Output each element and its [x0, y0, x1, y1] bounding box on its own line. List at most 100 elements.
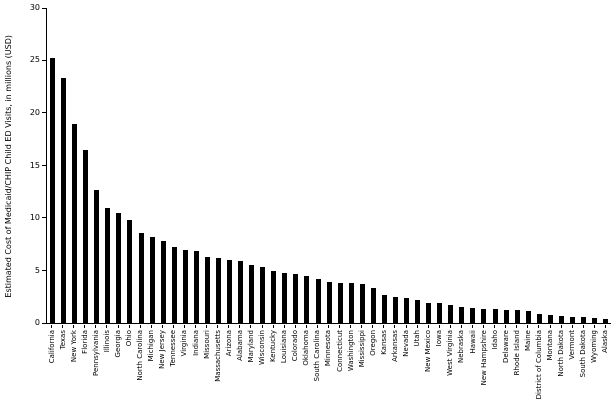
x-label-cell: Texas [57, 325, 68, 415]
x-tick-label: West Virginia [446, 330, 455, 376]
x-tick-label: Maine [523, 330, 532, 352]
x-tick-mark [427, 325, 429, 328]
x-tick-label: Nevada [402, 330, 411, 357]
x-tick-label: Louisiana [280, 330, 289, 364]
x-tick-mark [305, 325, 307, 328]
bar-slot [147, 8, 158, 323]
bar-michigan [149, 236, 155, 323]
x-label-cell: Rhode Island [511, 325, 522, 415]
x-label-cell: Maryland [245, 325, 256, 415]
x-tick-mark [472, 325, 473, 328]
x-tick-mark [161, 325, 163, 328]
bar-nevada [404, 297, 410, 323]
y-tick-label: 0 [34, 318, 40, 327]
x-tick-label: Montana [546, 330, 555, 361]
x-label-cell: Virginia [179, 325, 190, 415]
x-label-cell: Wisconsin [256, 325, 267, 415]
y-tick-mark [42, 270, 46, 271]
x-label-cell: Pennsylvania [90, 325, 101, 415]
x-label-cell: Illinois [101, 325, 112, 415]
bar-slot [545, 8, 556, 323]
x-tick-mark [438, 325, 440, 328]
x-tick-mark [527, 325, 529, 328]
x-tick-label: South Carolina [313, 330, 322, 382]
bar-alabama [238, 261, 244, 323]
bar-maine [525, 311, 531, 323]
x-tick-label: Massachusetts [213, 330, 222, 382]
x-tick-mark [206, 325, 208, 328]
bar-ohio [127, 220, 133, 323]
bar-oregon [370, 288, 376, 323]
bar-west-virginia [448, 305, 454, 323]
y-tick-mark [42, 59, 46, 61]
bar-slot [257, 8, 268, 323]
bar-slot [290, 8, 301, 323]
bar-slot [434, 8, 445, 323]
x-tick-mark [416, 325, 418, 328]
bar-slot [368, 8, 379, 323]
x-tick-label: Texas [58, 330, 67, 350]
x-tick-label: Pennsylvania [91, 330, 100, 376]
x-tick-mark [150, 325, 152, 328]
x-label-cell: Georgia [112, 325, 123, 415]
x-tick-label: California [47, 330, 56, 364]
x-tick-label: Minnesota [324, 330, 333, 367]
x-tick-label: Kansas [379, 330, 388, 355]
x-label-cell: North Carolina [135, 325, 146, 415]
x-label-cell: South Dakota [578, 325, 589, 415]
x-tick-mark [505, 325, 507, 328]
x-tick-mark [483, 325, 485, 328]
x-tick-label: District of Columbia [534, 330, 543, 400]
bar-slot [80, 8, 91, 323]
x-tick-mark [73, 325, 75, 328]
bar-slot [523, 8, 534, 323]
x-label-cell: District of Columbia [533, 325, 544, 415]
bar-slot [567, 8, 578, 323]
y-tick-label: 20 [29, 107, 40, 117]
x-tick-label: Georgia [114, 330, 122, 358]
x-label-cell: Oklahoma [301, 325, 312, 415]
y-tick-mark [42, 165, 46, 166]
x-tick-label: Colorado [291, 330, 300, 362]
x-label-cell: Florida [79, 325, 90, 415]
x-tick-label: North Dakota [557, 330, 566, 377]
x-tick-label: Indiana [191, 330, 200, 356]
x-label-cell: West Virginia [445, 325, 456, 415]
x-tick-mark [549, 325, 551, 328]
y-axis-title: Estimated Cost of Medicaid/CHIP Child ED… [4, 34, 13, 298]
x-tick-label: Virginia [180, 330, 189, 357]
bar-south-carolina [315, 278, 321, 323]
x-tick-mark [316, 325, 318, 328]
bar-new-jersey [160, 241, 166, 323]
bar-north-dakota [558, 315, 564, 323]
bar-wyoming [592, 317, 598, 323]
x-tick-mark [494, 325, 496, 328]
x-label-cell: New Mexico [423, 325, 434, 415]
plot-area: 0 5 10 15 20 25 30 [30, 3, 611, 327]
x-label-cell: Michigan [146, 325, 157, 415]
bar-slot [47, 8, 58, 323]
x-tick-label: Florida [80, 330, 89, 354]
bar-iowa [437, 303, 443, 323]
bar-arizona [227, 260, 233, 323]
x-label-cell: Vermont [567, 325, 578, 415]
bar-slot [467, 8, 478, 323]
x-tick-mark [95, 325, 97, 328]
bar-washington [348, 283, 354, 323]
bar-slot [202, 8, 213, 323]
bar-hawaii [470, 308, 476, 323]
x-label-cell: Arkansas [389, 325, 400, 415]
x-tick-label: Alaska [601, 330, 610, 353]
x-tick-mark [62, 325, 64, 328]
bar-delaware [503, 310, 509, 323]
bar-south-dakota [581, 316, 587, 323]
x-tick-label: New Jersey [158, 330, 167, 369]
bar-pennsylvania [94, 189, 100, 323]
y-tick-mark [42, 7, 46, 9]
bar-massachusetts [215, 257, 221, 323]
bar-new-mexico [426, 303, 432, 323]
bar-slot [235, 8, 246, 323]
x-label-cell: Nebraska [456, 325, 467, 415]
x-label-cell: New Jersey [157, 325, 168, 415]
bar-tennessee [171, 247, 177, 323]
